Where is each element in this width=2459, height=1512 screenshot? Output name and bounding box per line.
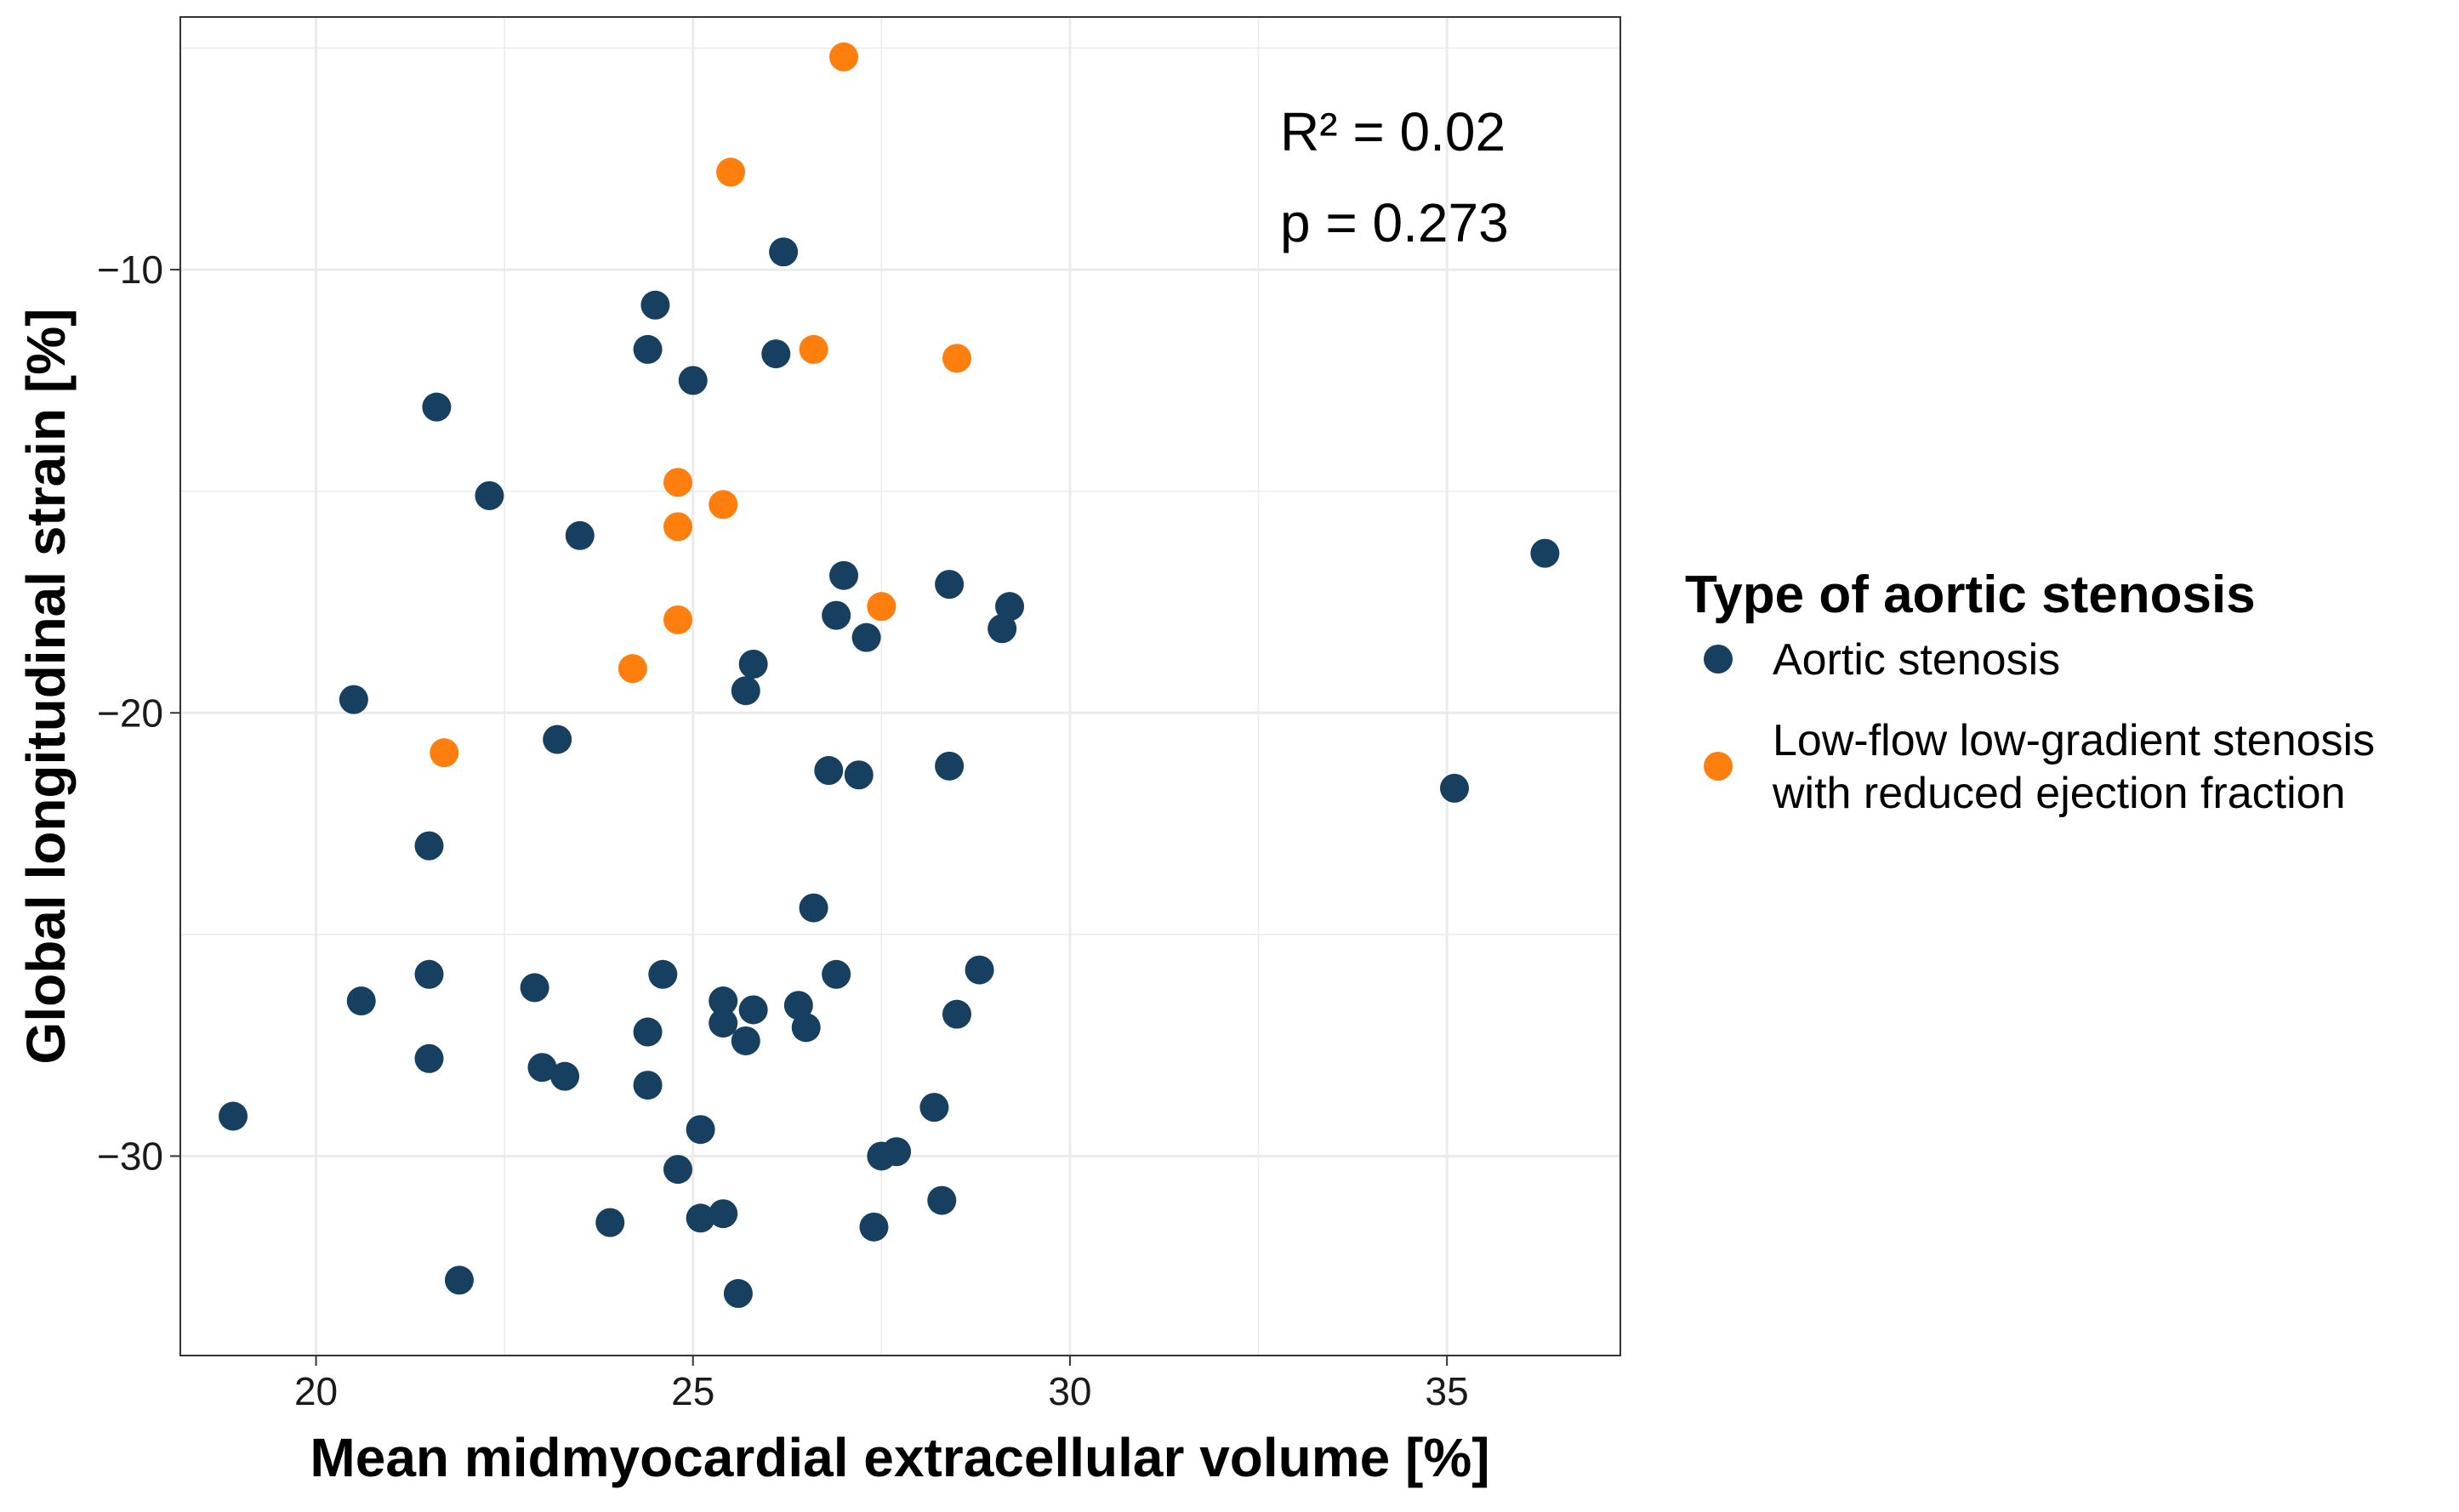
point-aortic-stenosis (219, 1101, 248, 1131)
point-low-flow-low-gradient (867, 592, 897, 622)
point-aortic-stenosis (995, 592, 1025, 622)
point-low-flow-low-gradient (663, 605, 693, 634)
point-low-flow-low-gradient (430, 738, 459, 768)
y-tick-label: −20 (97, 691, 163, 735)
x-axis-ticks: 20 25 30 35 (294, 1356, 1469, 1413)
x-axis-label: Mean midmyocardial extracellular volume … (310, 1427, 1489, 1488)
point-low-flow-low-gradient (716, 157, 746, 187)
point-aortic-stenosis (731, 676, 760, 706)
point-aortic-stenosis (1439, 773, 1469, 803)
point-aortic-stenosis (663, 1155, 693, 1185)
x-tick-label: 20 (294, 1369, 338, 1413)
point-aortic-stenosis (814, 756, 844, 786)
point-aortic-stenosis (859, 1212, 889, 1242)
point-aortic-stenosis (422, 392, 452, 422)
point-aortic-stenosis (414, 831, 444, 861)
point-aortic-stenosis (686, 1203, 715, 1233)
point-aortic-stenosis (633, 1071, 663, 1100)
point-low-flow-low-gradient (663, 468, 693, 497)
legend-items: Aortic stenosis Low-flow low-gradient ste… (1704, 635, 2375, 818)
point-aortic-stenosis (919, 1093, 949, 1123)
point-low-flow-low-gradient (829, 42, 859, 71)
legend-label: Low-flow low-gradient stenosis (1773, 716, 2375, 765)
point-low-flow-low-gradient (663, 512, 693, 542)
x-tick-label: 25 (671, 1369, 714, 1413)
legend-title: Type of aortic stenosis (1685, 566, 2256, 624)
x-tick-label: 30 (1048, 1369, 1091, 1413)
point-aortic-stenosis (678, 366, 708, 395)
point-aortic-stenosis (783, 991, 813, 1020)
point-aortic-stenosis (769, 237, 799, 267)
point-aortic-stenosis (851, 622, 881, 652)
point-aortic-stenosis (935, 570, 965, 600)
annotation-p-value: p = 0.273 (1280, 192, 1509, 253)
point-aortic-stenosis (709, 1199, 738, 1229)
data-points (219, 42, 1560, 1309)
point-aortic-stenosis (686, 1115, 715, 1145)
point-aortic-stenosis (527, 1053, 557, 1083)
x-tick-label: 35 (1426, 1369, 1469, 1413)
point-aortic-stenosis (935, 751, 965, 781)
point-aortic-stenosis (595, 1208, 625, 1237)
point-aortic-stenosis (844, 760, 874, 790)
point-aortic-stenosis (633, 1017, 663, 1047)
point-aortic-stenosis (709, 1009, 738, 1038)
point-aortic-stenosis (761, 339, 791, 369)
point-aortic-stenosis (882, 1137, 912, 1167)
y-axis-ticks: −10 −20 −30 (97, 247, 180, 1178)
point-aortic-stenosis (738, 649, 768, 679)
point-aortic-stenosis (942, 999, 971, 1029)
point-aortic-stenosis (988, 614, 1017, 644)
point-aortic-stenosis (640, 290, 670, 320)
point-aortic-stenosis (346, 986, 376, 1016)
point-aortic-stenosis (550, 1061, 580, 1091)
point-aortic-stenosis (414, 959, 444, 989)
point-aortic-stenosis (927, 1185, 957, 1215)
point-aortic-stenosis (414, 1043, 444, 1073)
point-low-flow-low-gradient (618, 654, 647, 684)
point-aortic-stenosis (731, 1026, 760, 1055)
point-aortic-stenosis (709, 986, 738, 1016)
point-aortic-stenosis (475, 480, 504, 510)
y-axis-label: Global longitudinal strain [%] (15, 309, 77, 1065)
point-aortic-stenosis (565, 520, 595, 550)
point-aortic-stenosis (822, 959, 851, 989)
legend: Type of aortic stenosis Aortic stenosis L… (1685, 566, 2375, 818)
point-aortic-stenosis (543, 725, 572, 754)
plot-panel-border (179, 16, 1621, 1356)
point-aortic-stenosis (520, 973, 549, 1003)
point-aortic-stenosis (965, 955, 994, 985)
point-aortic-stenosis (648, 959, 678, 989)
y-tick-label: −10 (97, 247, 163, 292)
point-aortic-stenosis (822, 600, 851, 630)
point-aortic-stenosis (633, 334, 663, 364)
y-tick-label: −30 (97, 1134, 163, 1178)
point-aortic-stenosis (799, 893, 828, 923)
legend-label: Aortic stenosis (1773, 635, 2060, 685)
annotation-r-squared: R² = 0.02 (1280, 101, 1506, 162)
legend-label: with reduced ejection fraction (1772, 769, 2346, 818)
point-low-flow-low-gradient (799, 334, 828, 364)
point-low-flow-low-gradient (942, 344, 971, 373)
point-aortic-stenosis (339, 685, 368, 714)
point-low-flow-low-gradient (709, 490, 738, 520)
point-aortic-stenosis (1530, 538, 1560, 568)
point-aortic-stenosis (723, 1279, 753, 1309)
legend-key-low-flow-low-gradient (1704, 752, 1733, 781)
point-aortic-stenosis (829, 560, 859, 590)
point-aortic-stenosis (444, 1265, 474, 1295)
point-aortic-stenosis (738, 995, 768, 1025)
point-aortic-stenosis (791, 1013, 821, 1043)
legend-key-aortic-stenosis (1704, 645, 1733, 674)
